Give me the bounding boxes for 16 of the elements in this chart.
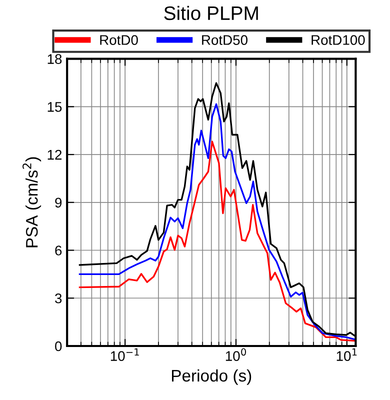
y-tick-label: 9 — [55, 198, 62, 208]
x-tick-label: 10$^{−1}$ — [110, 348, 139, 361]
chart-title: Sitio PLPM — [164, 6, 258, 20]
y-tick-label: 12 — [48, 150, 62, 160]
y-tick-label: 0 — [55, 341, 62, 352]
y-axis-title: PSA (cm/s$^{2}$) — [22, 157, 42, 248]
legend-label: RotD100 — [312, 35, 365, 45]
x-axis-title: Periodo (s) — [172, 369, 252, 385]
x-tick-label: 10$^{0}$ — [226, 348, 246, 361]
y-tick-label: 15 — [48, 102, 62, 112]
x-tick-label: 10$^{1}$ — [336, 348, 357, 361]
legend-label: RotD50 — [202, 35, 248, 45]
y-tick-label: 18 — [48, 54, 62, 64]
legend-label: RotD0 — [100, 35, 138, 45]
y-tick-label: 3 — [55, 293, 62, 304]
y-tick-label: 6 — [55, 246, 62, 256]
